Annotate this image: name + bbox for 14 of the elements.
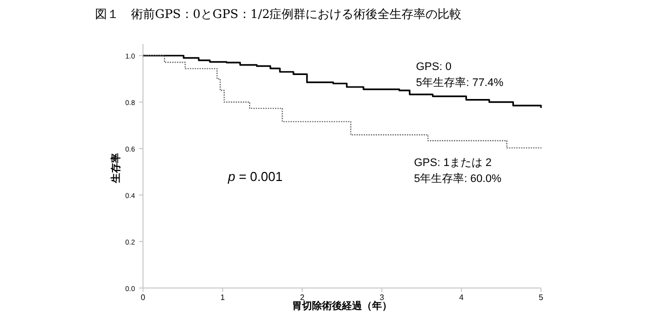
x-tick-label: 4 (459, 293, 464, 302)
title: 図１ 術前GPS：0とGPS：1/2症例群における術後全生存率の比較 (95, 7, 462, 21)
series-label: GPS: 1または 2 (414, 157, 492, 169)
y-axis-title: 生存率 (110, 153, 122, 184)
x-tick-label: 5 (538, 293, 544, 302)
annotation: p = 0.001 (227, 169, 283, 184)
series-label: GPS: 0 (416, 61, 452, 73)
x-tick-label: 2 (300, 293, 305, 302)
x-tick-label: 1 (220, 293, 226, 302)
x-axis-title: 胃切除術後経過（年） (292, 300, 392, 312)
x-tick-label: 0 (140, 293, 146, 302)
x-tick-label: 3 (380, 293, 385, 302)
annotation: 5年生存率: 77.4% (416, 76, 504, 89)
annotation: 5年生存率: 60.0% (414, 172, 502, 185)
